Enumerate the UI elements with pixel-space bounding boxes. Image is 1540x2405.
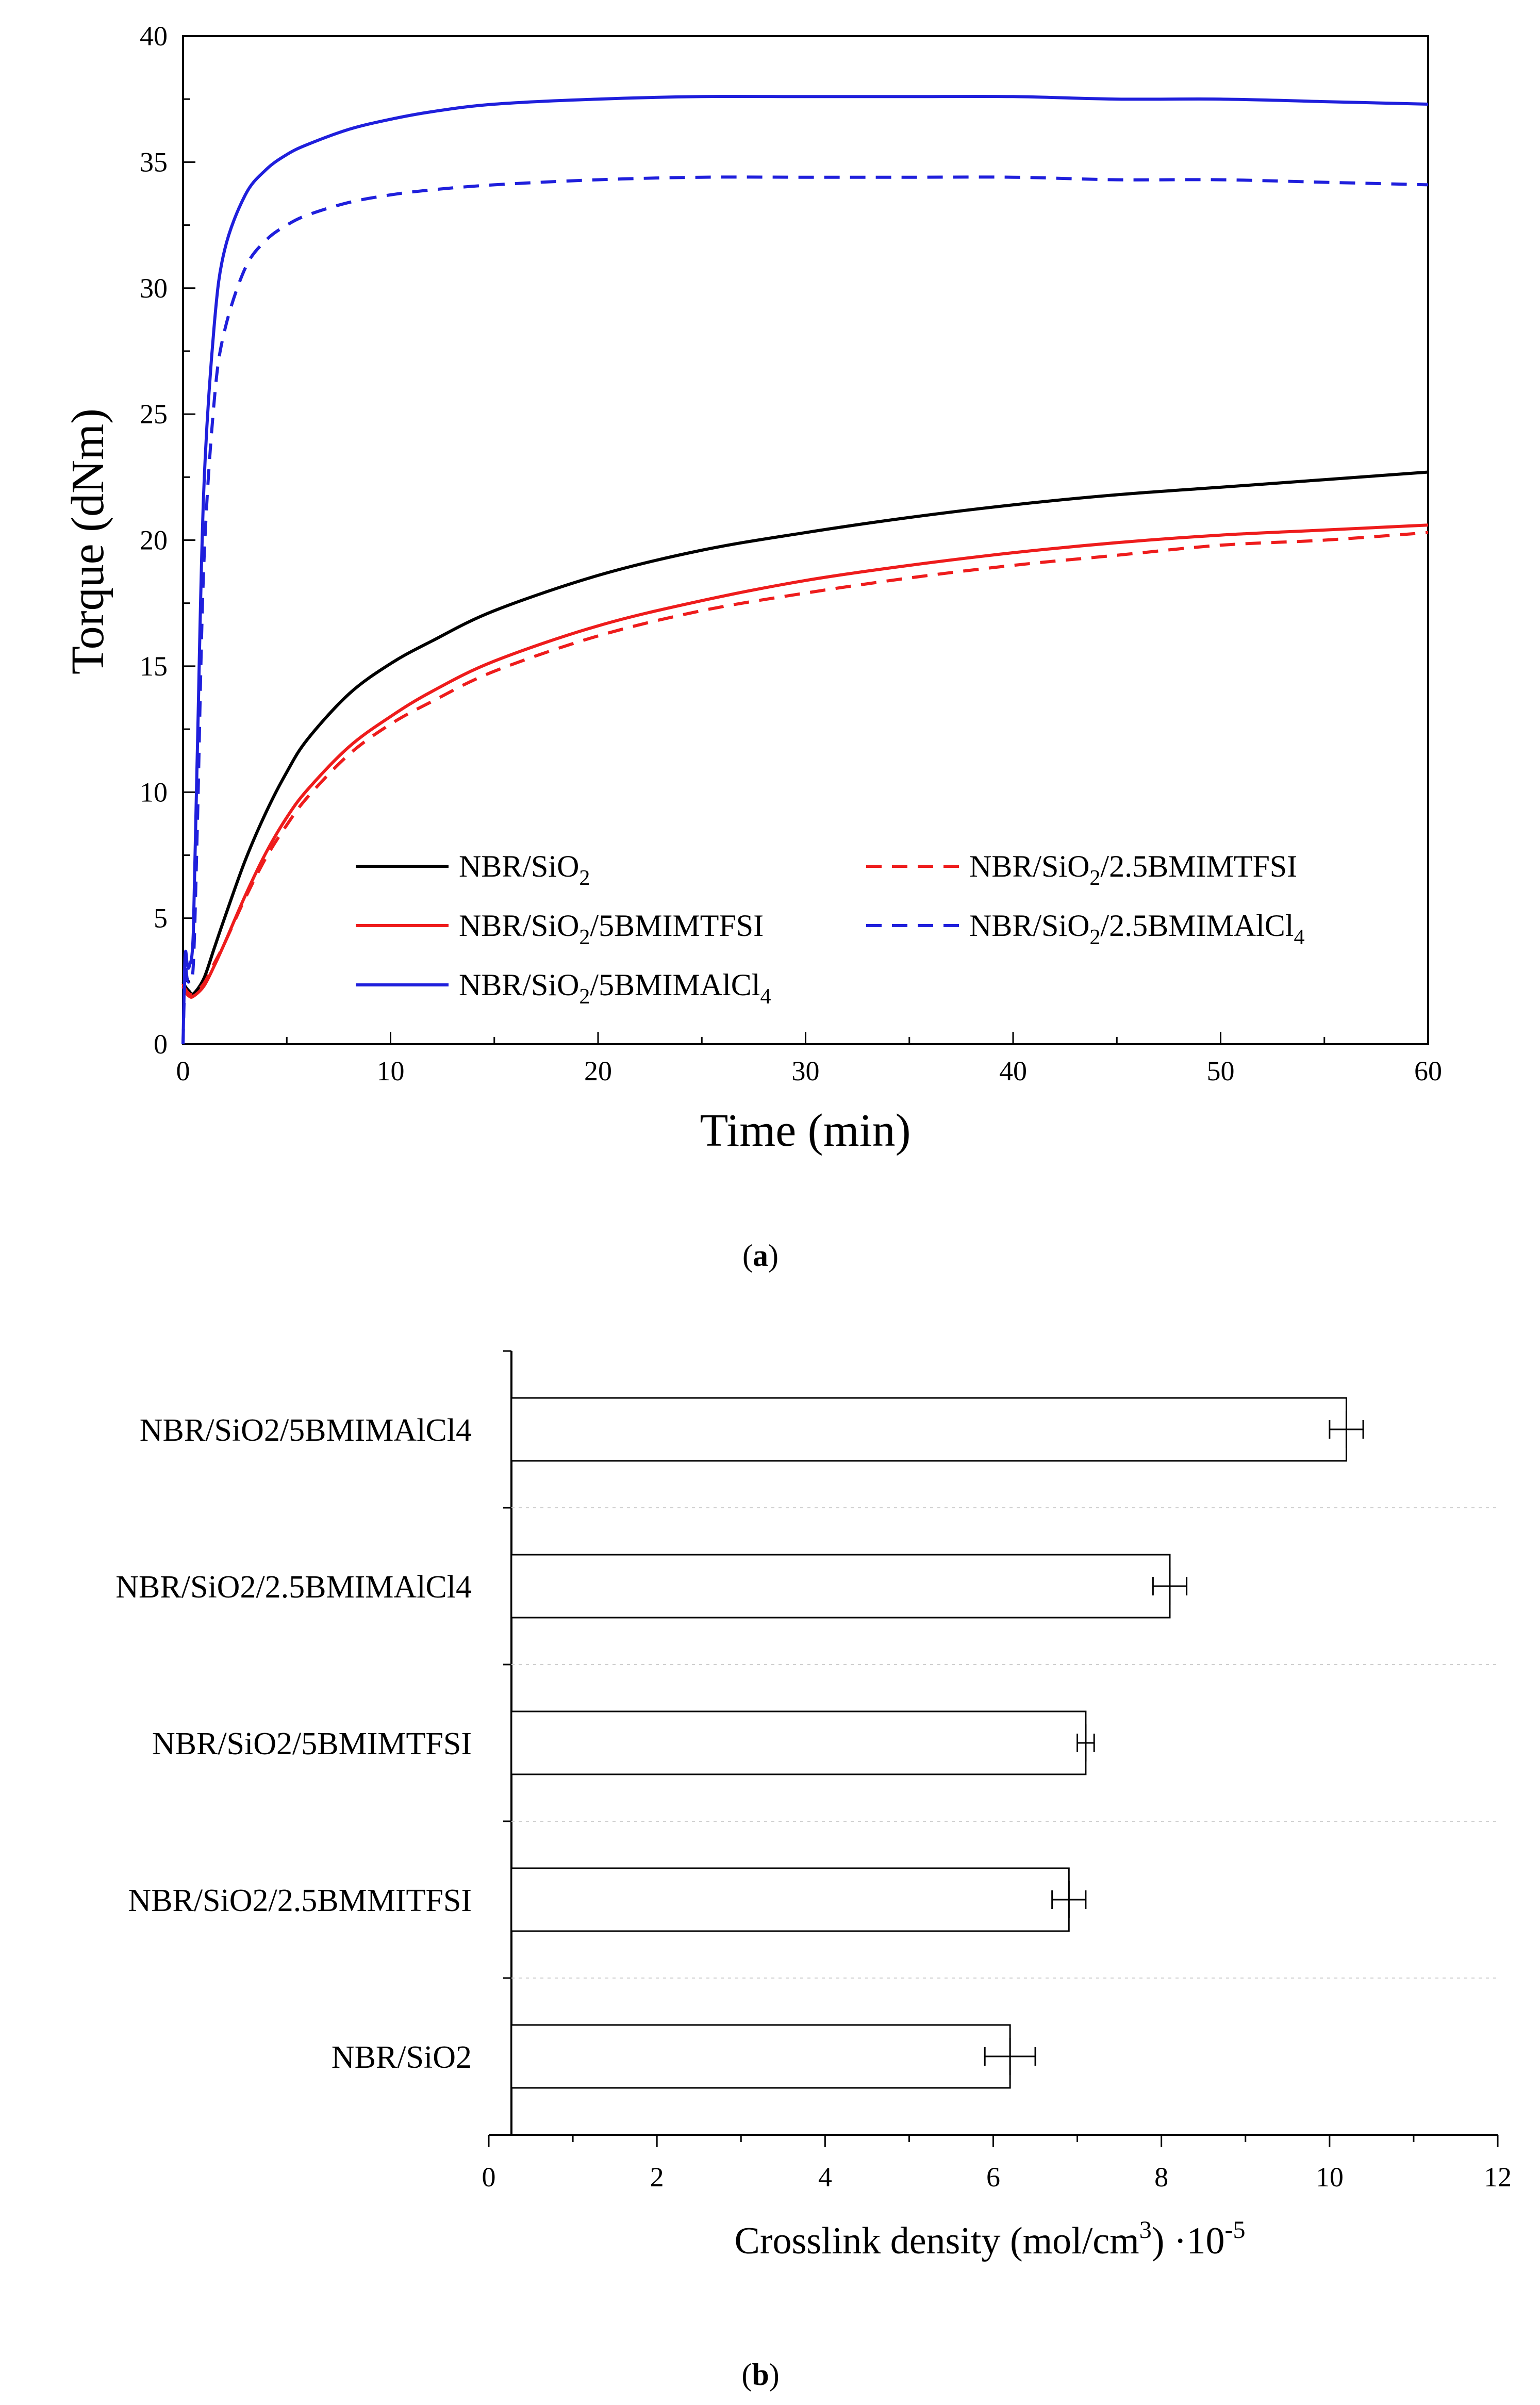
x-tick-label-b: 6: [986, 2162, 1000, 2193]
legend-item: NBR/SiO2/2.5BMIMTFSI: [866, 849, 1297, 890]
y-tick-label-a: 5: [154, 903, 168, 934]
error-bar: [1329, 1411, 1364, 1448]
bar-nbr-sio2-5bmimtfsi: [510, 1710, 1087, 1775]
legend-label: NBR/SiO2/5BMIMTFSI: [459, 909, 764, 949]
legend-a: NBR/SiO2 NBR/SiO2/5BMIMTFSI NBR/SiO2/5BMIM…: [356, 849, 1304, 1009]
x-tick-label-a: 0: [176, 1056, 190, 1086]
legend-label: NBR/SiO2: [459, 849, 590, 890]
panel-label-b: (b): [741, 2358, 779, 2392]
x-tick-label-b: 4: [818, 2162, 832, 2193]
error-bar: [984, 2038, 1036, 2075]
x-tick-label-a: 10: [377, 1056, 405, 1086]
axis-ticks-a: [182, 35, 1429, 1045]
y-axis-title-a: Torque (dNm): [62, 408, 113, 674]
y-tick-labels-a: 0 5 10 15 20 25 30 35 40: [140, 21, 168, 1060]
y-tick-label-a: 20: [140, 525, 168, 556]
x-ticks-b: 0 2 4 6 8 10 12: [482, 2135, 1512, 2193]
category-label: NBR/SiO2/5BMIMAlCl4: [140, 1413, 472, 1448]
category-labels-b: NBR/SiO2/5BMIMAlCl4 NBR/SiO2/2.5BMIMAlCl4…: [115, 1413, 472, 2075]
y-tick-label-a: 15: [140, 651, 168, 682]
x-tick-label-b: 10: [1316, 2162, 1344, 2193]
x-axis-title-b: Crosslink density (mol/cm3) ·10-5: [735, 2216, 1246, 2262]
x-tick-label-a: 50: [1207, 1056, 1235, 1086]
series-lines-a: [181, 94, 1429, 1045]
legend-label: NBR/SiO2/5BMIMAlCl4: [459, 968, 771, 1009]
panel-label-a: (a): [742, 1239, 779, 1273]
legend-item: NBR/SiO2: [356, 849, 590, 890]
category-label: NBR/SiO2: [332, 2040, 472, 2075]
error-bar: [1152, 1568, 1188, 1605]
bar-nbr-sio2: [510, 2024, 1011, 2089]
series-line-nbr-sio2-5bmimalcl4: [181, 94, 1429, 1045]
x-tick-label-b: 0: [482, 2162, 496, 2193]
y-tick-label-a: 40: [140, 21, 168, 52]
legend-item: NBR/SiO2/5BMIMTFSI: [356, 909, 764, 949]
bar-nbr-sio2-5bmimalcl4: [510, 1397, 1347, 1462]
category-label: NBR/SiO2/2.5BMIMAlCl4: [115, 1570, 472, 1605]
error-bar: [1077, 1724, 1095, 1761]
y-tick-label-a: 35: [140, 146, 168, 177]
y-tick-label-a: 0: [154, 1029, 168, 1060]
torque-time-chart: 0 10 20 30 40 50 60 0 5 10 15 20 25 30 35 40 Time (min…: [62, 21, 1442, 1273]
category-label: NBR/SiO2/2.5BMMITFSI: [128, 1883, 472, 1918]
bar-nbr-sio2-2-5bmmitfsi: [510, 1867, 1070, 1932]
bar-nbr-sio2-2-5bmimalcl4: [510, 1554, 1171, 1619]
y-tick-label-a: 10: [140, 777, 168, 808]
x-tick-label-b: 8: [1154, 2162, 1168, 2193]
legend-item: NBR/SiO2/5BMIMAlCl4: [356, 968, 771, 1009]
bars-b: [510, 1397, 1364, 2089]
series-line-nbr-sio2-2-5bmimalcl4: [181, 175, 1429, 1045]
series-line-nbr-sio2-2-5bmimtfsi: [181, 531, 1429, 997]
x-tick-label-b: 2: [650, 2162, 664, 2193]
plot-frame-a: [182, 35, 1429, 1045]
crosslink-density-chart: 0 2 4 6 8 10 12 NBR/SiO2/5BMIMAlCl4 NBR/SiO2/2.…: [115, 1350, 1512, 2392]
x-tick-labels-a: 0 10 20 30 40 50 60: [176, 1056, 1443, 1086]
x-axis-title-a: Time (min): [700, 1105, 910, 1156]
x-tick-label-a: 60: [1414, 1056, 1442, 1086]
y-tick-label-a: 30: [140, 273, 168, 304]
x-tick-label-a: 30: [792, 1056, 820, 1086]
y-tick-label-a: 25: [140, 399, 168, 430]
legend-item: NBR/SiO2/2.5BMIMAlCl4: [866, 909, 1304, 949]
legend-label: NBR/SiO2/2.5BMIMTFSI: [969, 849, 1297, 890]
error-bar: [1051, 1881, 1087, 1918]
x-tick-label-b: 12: [1484, 2162, 1512, 2193]
category-gridlines-b: [503, 1350, 1498, 2136]
x-tick-label-a: 40: [999, 1056, 1027, 1086]
legend-label: NBR/SiO2/2.5BMIMAlCl4: [969, 909, 1304, 949]
x-tick-label-a: 20: [584, 1056, 612, 1086]
category-label: NBR/SiO2/5BMIMTFSI: [152, 1726, 472, 1761]
series-line-nbr-sio2: [181, 470, 1429, 996]
